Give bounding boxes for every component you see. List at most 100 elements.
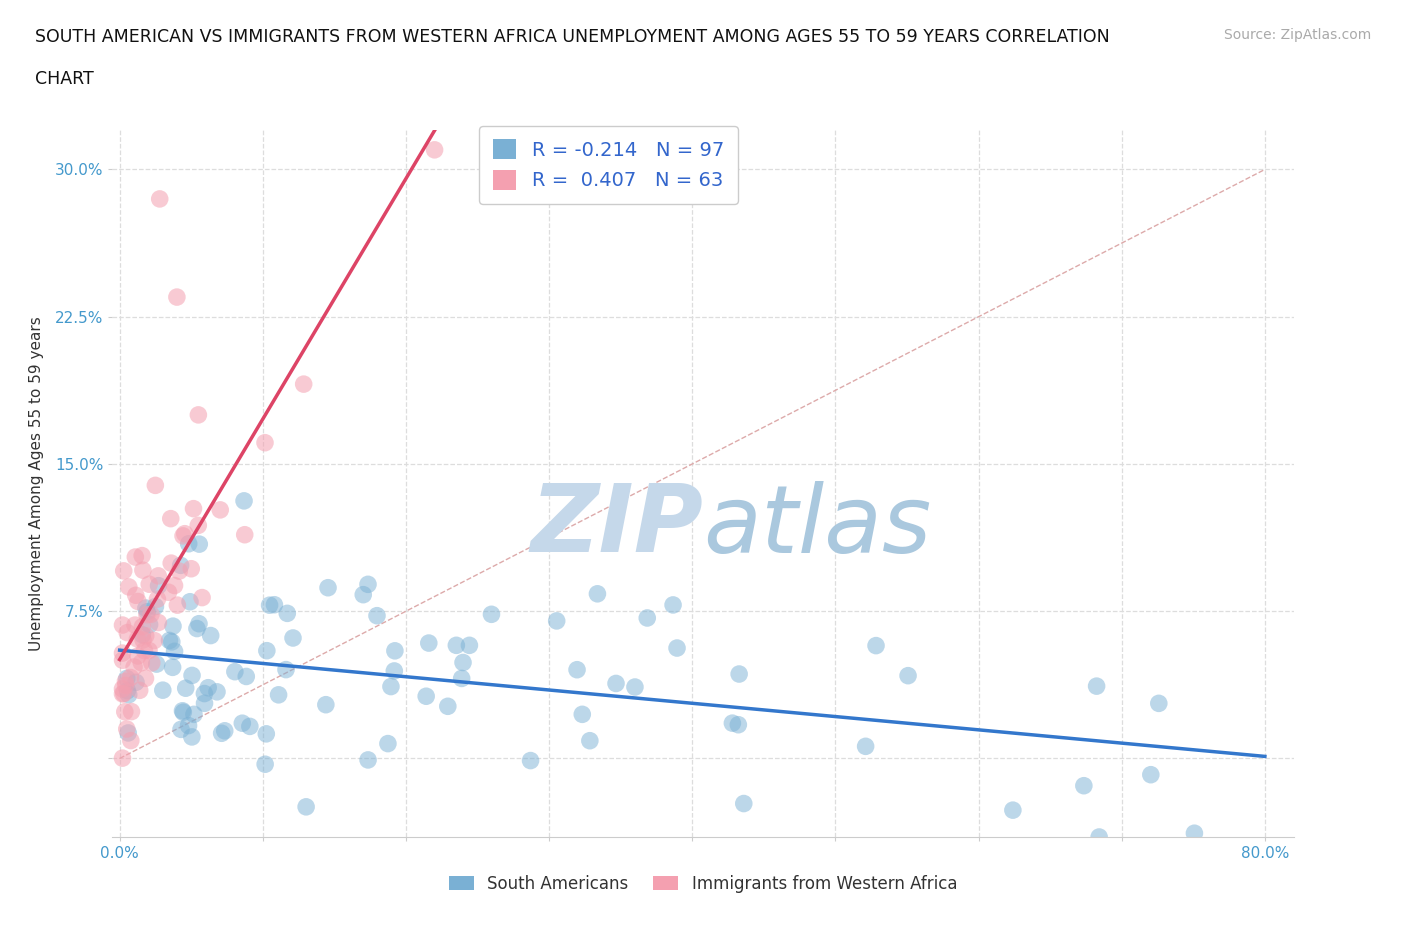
Point (177, 718, 200, 733)
Point (141, 656, 163, 671)
Point (180, 729, 202, 744)
Point (733, 796, 755, 811)
Point (267, 687, 290, 702)
Point (855, 738, 877, 753)
Point (111, 686, 134, 701)
Point (177, 537, 200, 551)
Point (366, 608, 388, 623)
Point (200, 628, 222, 643)
Point (1184, 826, 1206, 841)
Point (115, 671, 138, 685)
Point (183, 707, 205, 722)
Text: CHART: CHART (35, 70, 94, 87)
Text: atlas: atlas (703, 481, 931, 572)
Point (117, 625, 139, 640)
Point (586, 586, 609, 601)
Point (124, 550, 146, 565)
Point (163, 644, 186, 658)
Point (1147, 696, 1170, 711)
Point (132, 563, 155, 578)
Point (139, 607, 162, 622)
Point (193, 696, 215, 711)
Point (253, 435, 276, 450)
Point (384, 644, 406, 658)
Point (166, 289, 188, 304)
Point (263, 597, 285, 612)
Point (256, 644, 278, 658)
Point (292, 377, 315, 392)
Point (117, 684, 139, 698)
Point (114, 674, 136, 689)
Point (111, 653, 134, 668)
Point (1088, 830, 1111, 844)
Point (183, 501, 205, 516)
Point (274, 662, 297, 677)
Point (138, 644, 160, 658)
Text: Source: ZipAtlas.com: Source: ZipAtlas.com (1223, 28, 1371, 42)
Point (169, 558, 191, 573)
Point (259, 598, 281, 613)
Point (135, 629, 157, 644)
Point (205, 684, 228, 699)
Point (565, 662, 588, 677)
Point (357, 752, 380, 767)
Point (112, 564, 135, 578)
Point (239, 719, 262, 734)
Point (143, 633, 166, 648)
Point (120, 733, 142, 748)
Point (579, 733, 602, 748)
Point (224, 664, 246, 679)
Point (382, 663, 405, 678)
Point (451, 655, 474, 670)
Point (214, 724, 236, 738)
Point (231, 716, 253, 731)
Point (111, 751, 134, 765)
Point (131, 656, 153, 671)
Point (418, 635, 440, 650)
Point (131, 628, 153, 643)
Point (157, 585, 180, 600)
Point (111, 618, 134, 632)
Point (162, 660, 184, 675)
Point (148, 568, 170, 583)
Point (136, 607, 159, 622)
Point (166, 598, 188, 613)
Point (181, 668, 204, 683)
Point (662, 597, 685, 612)
Point (173, 526, 195, 541)
Point (127, 631, 149, 646)
Point (211, 725, 233, 740)
Point (897, 669, 920, 684)
Point (180, 562, 202, 577)
Text: ZIP: ZIP (530, 480, 703, 572)
Point (138, 577, 160, 591)
Point (721, 716, 744, 731)
Point (124, 618, 146, 632)
Text: SOUTH AMERICAN VS IMMIGRANTS FROM WESTERN AFRICA UNEMPLOYMENT AMONG AGES 55 TO 5: SOUTH AMERICAN VS IMMIGRANTS FROM WESTER… (35, 28, 1109, 46)
Point (162, 618, 184, 633)
Point (458, 638, 481, 653)
Point (295, 800, 318, 815)
Point (122, 659, 145, 674)
Point (125, 588, 148, 603)
Point (128, 683, 150, 698)
Point (174, 681, 197, 696)
Point (191, 591, 214, 605)
Point (636, 610, 658, 625)
Point (127, 648, 149, 663)
Point (1073, 778, 1095, 793)
Legend: South Americans, Immigrants from Western Africa: South Americans, Immigrants from Western… (441, 868, 965, 899)
Y-axis label: Unemployment Among Ages 55 to 59 years: Unemployment Among Ages 55 to 59 years (30, 316, 44, 651)
Point (624, 680, 647, 695)
Point (115, 722, 138, 737)
Point (727, 717, 749, 732)
Point (546, 614, 568, 629)
Point (187, 407, 209, 422)
Point (134, 671, 156, 685)
Point (148, 615, 170, 630)
Point (187, 518, 209, 533)
Point (132, 632, 155, 647)
Point (120, 671, 142, 685)
Point (188, 537, 211, 551)
Point (163, 578, 186, 593)
